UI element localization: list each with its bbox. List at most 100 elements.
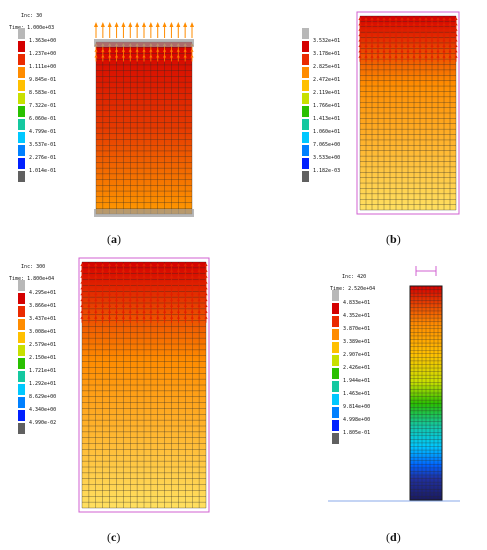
- arrow-head: [176, 54, 180, 58]
- arrow-head: [163, 292, 167, 296]
- arrow-head: [358, 33, 362, 37]
- arrow-head: [364, 49, 368, 53]
- arrow-head: [94, 263, 98, 266]
- arrow-head: [94, 298, 98, 302]
- arrow-head: [430, 17, 434, 20]
- arrow-head: [448, 43, 452, 47]
- arrow-head: [121, 286, 125, 290]
- arrow-head: [94, 22, 98, 27]
- arrow-head: [87, 263, 91, 266]
- arrow-head: [454, 17, 458, 20]
- arrow-head: [358, 22, 362, 26]
- arrow-head: [94, 48, 98, 52]
- legend-label: 2.907e+01: [343, 352, 371, 358]
- arrow-head: [156, 292, 160, 296]
- arrow-head: [370, 27, 374, 31]
- arrow-head: [183, 268, 187, 272]
- arrow-head: [169, 268, 174, 272]
- arrow-head: [190, 286, 194, 290]
- arrow-head: [204, 292, 208, 296]
- legend-swatch: [18, 132, 25, 143]
- arrow-head: [394, 43, 398, 47]
- arrow-head: [197, 286, 201, 290]
- arrow-head: [156, 280, 160, 284]
- arrow-head: [412, 38, 416, 42]
- arrow-head: [197, 274, 201, 278]
- arrow-head: [204, 274, 208, 278]
- arrow-head: [197, 315, 201, 319]
- legend-swatch: [302, 80, 309, 91]
- arrow-head: [418, 27, 422, 31]
- arrow-head: [448, 49, 452, 53]
- legend-swatch: [18, 358, 25, 369]
- arrow-head: [149, 309, 153, 313]
- arrow-head: [128, 304, 132, 307]
- arrow-head: [156, 48, 160, 52]
- arrow-head: [101, 54, 105, 58]
- arrow-head: [149, 54, 153, 58]
- legend-swatch: [332, 290, 339, 301]
- legend-swatch: [302, 145, 309, 156]
- arrow-head: [190, 304, 194, 307]
- arrow-head: [388, 43, 392, 47]
- arrow-head: [121, 292, 125, 296]
- arrow-head: [424, 17, 428, 20]
- legend-swatch: [332, 355, 339, 366]
- arrow-head: [394, 22, 398, 26]
- legend-label: 2.825e+01: [313, 64, 341, 70]
- model-plot-c: [78, 257, 210, 513]
- arrow-head: [424, 38, 428, 42]
- arrow-head: [394, 38, 398, 42]
- arrow-head: [176, 274, 181, 278]
- arrow-head: [406, 33, 410, 37]
- arrow-head: [149, 304, 153, 307]
- legend-swatch: [18, 345, 25, 356]
- arrow-head: [204, 304, 208, 307]
- arrow-head: [388, 38, 392, 42]
- arrow-head: [142, 298, 146, 302]
- arrow-head: [114, 286, 119, 290]
- arrow-head: [406, 49, 410, 53]
- arrow-head: [358, 49, 362, 53]
- legend-swatch: [18, 397, 25, 408]
- legend-swatch: [18, 67, 25, 78]
- arrow-head: [418, 22, 422, 26]
- arrow-head: [149, 315, 153, 319]
- arrow-head: [430, 43, 434, 47]
- legend-label: 2.579e+01: [29, 342, 57, 348]
- caption-c: (c): [107, 530, 121, 544]
- arrow-head: [382, 22, 386, 26]
- arrow-head: [176, 286, 181, 290]
- inc-label: Inc:: [342, 274, 355, 280]
- arrow-head: [454, 38, 458, 42]
- arrow-head: [163, 315, 167, 319]
- arrow-head: [442, 27, 446, 31]
- legend-swatch: [332, 433, 339, 444]
- arrow-head: [376, 49, 380, 53]
- arrow-head: [121, 48, 126, 52]
- legend-swatch: [18, 371, 25, 382]
- arrow-head: [114, 263, 119, 266]
- arrow-head: [107, 22, 112, 27]
- arrow-head: [80, 292, 84, 296]
- arrow-head: [442, 22, 446, 26]
- arrow-head: [148, 22, 153, 27]
- body-outline: [409, 285, 443, 501]
- arrow-head: [370, 38, 374, 42]
- arrow-head: [163, 263, 167, 266]
- legend-swatch: [18, 319, 25, 330]
- legend-label: 4.352e+01: [343, 313, 371, 319]
- arrow-head: [156, 268, 160, 272]
- arrow-head: [448, 27, 452, 31]
- time-value: 1.000e+03: [27, 25, 55, 31]
- arrow-head: [162, 48, 167, 52]
- arrow-head: [183, 274, 187, 278]
- panel-d-header: Inc: 420 Time: 2.520e+04: [330, 268, 375, 298]
- arrow-head: [169, 292, 174, 296]
- arrow-head: [128, 274, 132, 278]
- caption-a: (a): [107, 232, 121, 246]
- arrow-head: [197, 292, 201, 296]
- legend-label: 2.472e+01: [313, 77, 341, 83]
- arrow-head: [94, 54, 98, 58]
- arrow-head: [121, 22, 126, 27]
